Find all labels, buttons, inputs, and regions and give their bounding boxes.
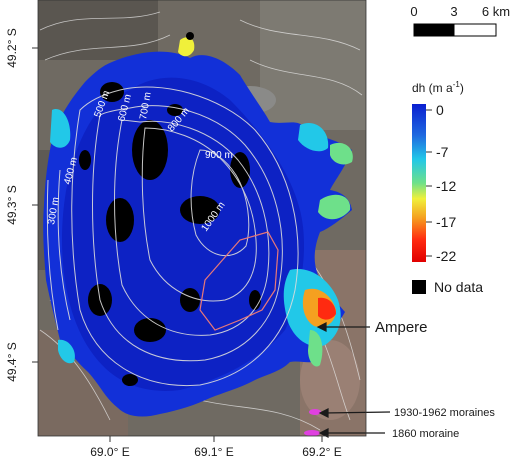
legend-tick: -17	[436, 214, 456, 230]
annotation-arrows	[316, 322, 391, 438]
scale-bar-white-segment	[453, 23, 497, 37]
scale-label-3: 3	[450, 4, 457, 19]
scale-label-6: 6 km	[482, 4, 510, 19]
no-data-patches	[79, 82, 261, 386]
contour-label: 700 m	[138, 91, 154, 120]
legend-tick: 0	[436, 102, 444, 118]
moraine-1860-label: 1860 moraine	[392, 428, 459, 440]
study-area-outline	[199, 231, 279, 331]
moraine-1930-marker	[309, 409, 321, 415]
axis-ticks	[32, 47, 323, 442]
glacier-dh-field	[43, 32, 353, 417]
legend-tick: -7	[436, 144, 449, 160]
no-data-swatch	[412, 280, 426, 294]
scale-bar-black-segment	[413, 23, 455, 37]
lat-label: 49.4° S	[5, 342, 19, 382]
lon-label: 69.1° E	[194, 445, 234, 459]
legend-title: dh (m a-1)	[412, 80, 464, 95]
scale-label-0: 0	[410, 4, 417, 19]
contour-label: 900 m	[205, 150, 233, 161]
legend-color-ramp	[412, 104, 426, 262]
legend-tick: -22	[436, 248, 456, 264]
map-frame	[37, 0, 367, 437]
moraine-markers	[304, 409, 321, 436]
no-data-label: No data	[434, 279, 483, 295]
moraine-1860-marker	[304, 430, 320, 436]
dh-legend: dh (m a-1) 0 -7 -12 -17 -22 No data	[412, 80, 483, 295]
lon-label: 69.0° E	[90, 445, 130, 459]
lat-label: 49.3° S	[5, 185, 19, 225]
contour-label: 300 m	[46, 196, 62, 225]
ampere-label: Ampere	[375, 319, 428, 336]
lon-label: 69.2° E	[302, 445, 342, 459]
moraines-1930-label: 1930-1962 moraines	[394, 407, 495, 419]
lat-label: 49.2° S	[5, 28, 19, 68]
scale-bar: 0 3 6 km	[410, 4, 510, 37]
legend-tick: -12	[436, 178, 456, 194]
